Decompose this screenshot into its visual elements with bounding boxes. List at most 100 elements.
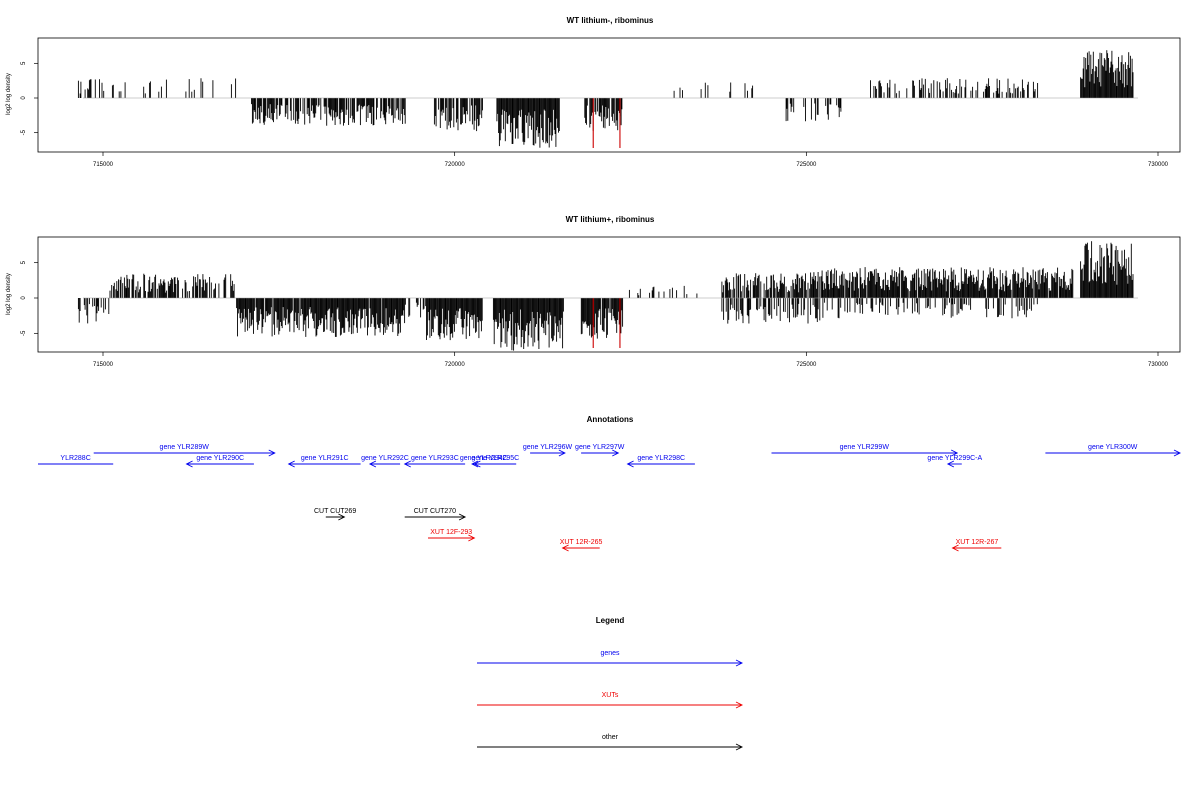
x-axis: 715000 720000 725000 730000 [93, 352, 1169, 368]
annotation-feature: CUT CUT269 [314, 508, 356, 521]
legend-arrowhead [735, 743, 744, 751]
annotation-feature: gene YLR299C-A [927, 455, 982, 468]
x-tick-label: 730000 [1148, 162, 1169, 168]
y-tick-label: 5 [21, 260, 27, 264]
feature-label: CUT CUT270 [414, 508, 456, 515]
feature-arrowhead [287, 460, 295, 468]
annotation-feature: gene YLR293C [403, 455, 466, 468]
annotation-feature: gene YLR300W [1045, 444, 1182, 457]
feature-label: gene YLR289W [160, 444, 210, 451]
feature-arrowhead [951, 544, 959, 552]
feature-arrowhead [1173, 449, 1182, 457]
feature-arrowhead [561, 544, 569, 552]
feature-label: gene YLR294C [460, 455, 508, 462]
y-axis-label: log2 log density [6, 73, 12, 115]
plot-frame [37, 37, 1181, 153]
x-tick-label: 725000 [796, 362, 817, 368]
feature-arrowhead [403, 460, 411, 468]
x-tick-label: 715000 [93, 162, 114, 168]
feature-arrowhead [626, 460, 634, 468]
legend-title: Legend [596, 616, 625, 625]
y-axis-label: log2 log density [6, 273, 12, 315]
legend-panel: Legend genes XUTs other [477, 616, 744, 751]
annotation-feature: CUT CUT270 [404, 508, 467, 521]
legend-item: genes [477, 650, 744, 667]
legend-item: XUTs [477, 692, 744, 709]
legend-item: other [477, 734, 744, 751]
annotation-feature: XUT 12R-265 [560, 539, 603, 552]
y-tick-label: 5 [21, 61, 27, 65]
highlight-bars [592, 98, 621, 148]
annotation-feature: gene YLR289W [93, 444, 276, 457]
feature-label: CUT CUT269 [314, 508, 356, 515]
legend-arrowhead [735, 659, 744, 667]
feature-arrowhead [185, 460, 193, 468]
feature-label: YLR288C [60, 455, 90, 462]
track-panel-lithium-plus: WT lithium+, ribominus log2 log density … [6, 215, 1181, 368]
annotation-feature: XUT 12R-267 [951, 539, 1002, 552]
feature-label: gene YLR291C [301, 455, 349, 462]
x-tick-label: 725000 [796, 162, 817, 168]
annotation-feature: gene YLR291C [287, 455, 361, 468]
feature-arrowhead [338, 513, 346, 521]
feature-arrowhead [458, 513, 467, 521]
feature-label: gene YLR299C-A [927, 455, 982, 462]
x-tick-label: 720000 [445, 362, 466, 368]
feature-arrowhead [946, 460, 955, 468]
feature-arrowhead [468, 534, 476, 542]
legend-label: XUTs [602, 692, 619, 699]
panel-title: WT lithium+, ribominus [566, 215, 655, 224]
annotation-feature: gene YLR290C [185, 455, 254, 468]
plot-frame [37, 236, 1181, 353]
feature-label: gene YLR300W [1088, 444, 1138, 451]
annotation-feature: gene YLR296W [523, 444, 573, 457]
annotations-panel: Annotations YLR288C gene YLR289W gene YLR2… [38, 415, 1182, 552]
feature-label: gene YLR295C [471, 455, 519, 462]
legend-label: genes [600, 650, 620, 657]
feature-label: gene YLR298C [637, 455, 685, 462]
feature-label: XUT 12R-267 [956, 539, 999, 546]
signal-bars [77, 50, 1134, 148]
annotations-title: Annotations [587, 415, 634, 424]
feature-arrowhead [368, 460, 377, 468]
y-axis: 5 0 -5 [21, 61, 38, 135]
legend-arrowhead [735, 701, 744, 709]
track-panel-lithium-minus: WT lithium-, ribominus log2 log density … [6, 16, 1181, 168]
feature-label: gene YLR292C [361, 455, 409, 462]
feature-label: gene YLR293C [411, 455, 459, 462]
annotation-feature: XUT 12F-293 [428, 529, 476, 542]
highlight-bars [592, 298, 621, 348]
x-tick-label: 715000 [93, 362, 114, 368]
feature-arrowhead [471, 460, 479, 468]
annotation-feature: gene YLR298C [626, 455, 695, 468]
annotation-feature: gene YLR299W [771, 444, 959, 457]
feature-arrowhead [558, 449, 566, 457]
feature-label: XUT 12R-265 [560, 539, 603, 546]
feature-label: gene YLR296W [523, 444, 573, 451]
y-tick-label: 0 [21, 296, 27, 300]
x-tick-label: 730000 [1148, 362, 1169, 368]
x-tick-label: 720000 [445, 162, 466, 168]
y-tick-label: -5 [21, 330, 27, 336]
y-tick-label: -5 [21, 129, 27, 135]
annotation-feature: gene YLR297W [575, 444, 625, 457]
annotation-feature: gene YLR292C [361, 455, 409, 468]
panel-title: WT lithium-, ribominus [567, 16, 654, 25]
feature-label: gene YLR299W [840, 444, 890, 451]
x-axis: 715000 720000 725000 730000 [93, 152, 1169, 168]
legend-label: other [602, 734, 619, 741]
annotation-feature: YLR288C [38, 455, 114, 465]
feature-arrowhead [473, 460, 481, 468]
feature-label: gene YLR297W [575, 444, 625, 451]
y-axis: 5 0 -5 [21, 260, 38, 336]
feature-arrowhead [612, 449, 620, 457]
annotation-feature: gene YLR295C [471, 455, 519, 468]
y-tick-label: 0 [21, 96, 27, 100]
legend-items: genes XUTs other [477, 650, 744, 751]
signal-bars [77, 241, 1134, 351]
annotation-features: YLR288C gene YLR289W gene YLR290C gene YLR2… [38, 444, 1182, 552]
feature-arrowhead [268, 449, 276, 457]
feature-label: XUT 12F-293 [430, 529, 472, 536]
feature-arrowhead [950, 449, 959, 457]
